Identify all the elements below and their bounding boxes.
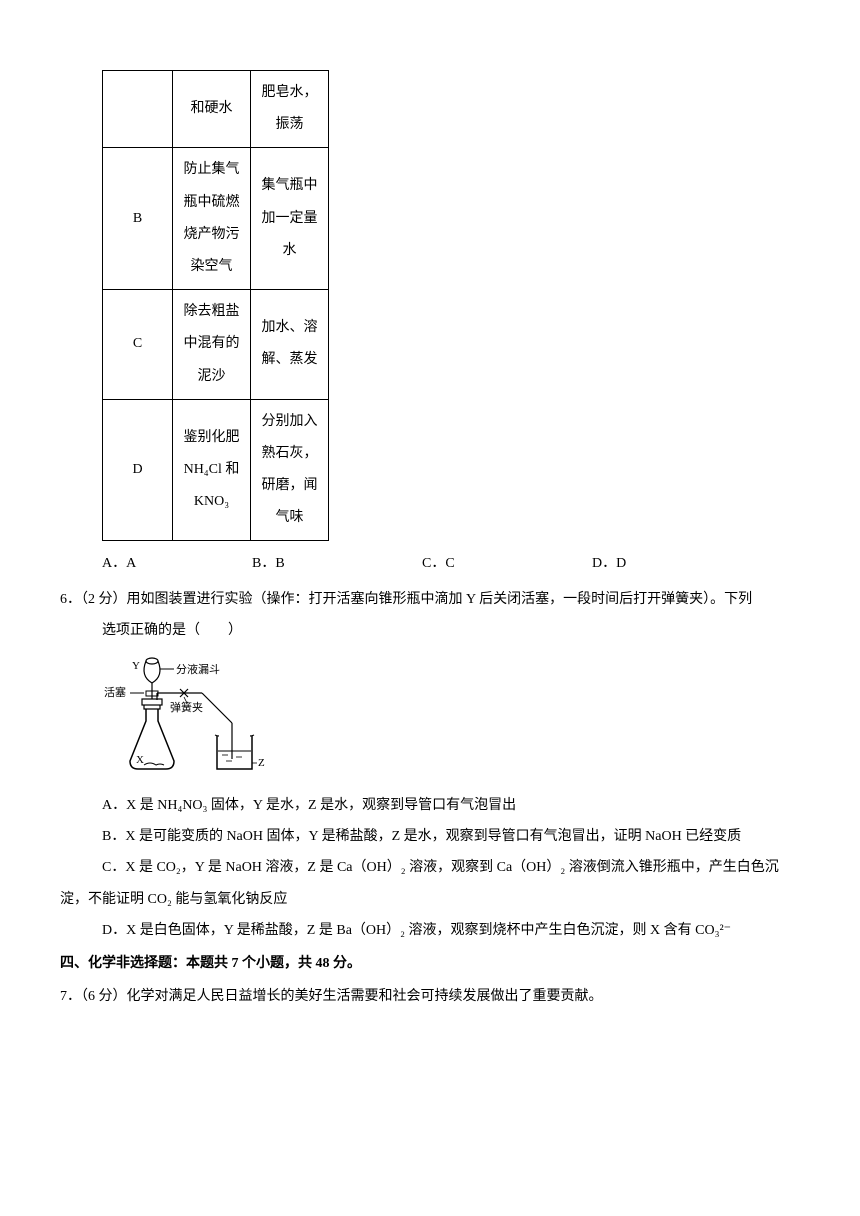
experiment-table: 和硬水 肥皂水，振荡 B 防止集气瓶中硫燃烧产物污染空气 集气瓶中加一定量水 C… xyxy=(102,70,329,541)
cell-purpose: 和硬水 xyxy=(173,71,251,148)
table-row: 和硬水 肥皂水，振荡 xyxy=(103,71,329,148)
label-stopcock: 活塞 xyxy=(104,685,126,699)
option-c: C．C xyxy=(422,551,592,576)
q7-stem: 7．（6 分）化学对满足人民日益增长的美好生活需要和社会可持续发展做出了重要贡献… xyxy=(60,984,800,1009)
cell-label: C xyxy=(103,290,173,400)
cell-label: D xyxy=(103,399,173,541)
section-4-header: 四、化学非选择题：本题共 7 个小题，共 48 分。 xyxy=(60,951,800,976)
label-x: X xyxy=(136,754,144,766)
q6-option-d: D．X 是白色固体，Y 是稀盐酸，Z 是 Ba（OH）₂ 溶液，观察到烧杯中产生… xyxy=(102,918,800,943)
cell-method: 分别加入熟石灰，研磨，闻气味 xyxy=(251,399,329,541)
cell-purpose: 防止集气瓶中硫燃烧产物污染空气 xyxy=(173,148,251,290)
table-row: D 鉴别化肥 NH₄Cl 和 KNO₃ 分别加入熟石灰，研磨，闻气味 xyxy=(103,399,329,541)
cell-purpose: 鉴别化肥 NH₄Cl 和 KNO₃ xyxy=(173,399,251,541)
cell-label xyxy=(103,71,173,148)
cell-method: 加水、溶解、蒸发 xyxy=(251,290,329,400)
q6-option-c-line1: C．X 是 CO₂，Y 是 NaOH 溶液，Z 是 Ca（OH）₂ 溶液，观察到… xyxy=(102,855,800,880)
q6-option-a: A．X 是 NH₄NO₃ 固体，Y 是水，Z 是水，观察到导管口有气泡冒出 xyxy=(102,793,800,818)
table-row: B 防止集气瓶中硫燃烧产物污染空气 集气瓶中加一定量水 xyxy=(103,148,329,290)
option-a: A．A xyxy=(102,551,252,576)
cell-purpose: 除去粗盐中混有的泥沙 xyxy=(173,290,251,400)
label-funnel: 分液漏斗 xyxy=(176,662,220,676)
option-d: D．D xyxy=(592,551,626,576)
q6-option-b: B．X 是可能变质的 NaOH 固体，Y 是稀盐酸，Z 是水，观察到导管口有气泡… xyxy=(102,824,800,849)
label-y: Y xyxy=(132,660,140,672)
cell-method: 肥皂水，振荡 xyxy=(251,71,329,148)
q6-stem: 6．（2 分）用如图装置进行实验（操作：打开活塞向锥形瓶中滴加 Y 后关闭活塞，… xyxy=(60,587,800,612)
cell-method: 集气瓶中加一定量水 xyxy=(251,148,329,290)
q6-stem-cont: 选项正确的是（ ） xyxy=(102,618,800,643)
label-z: Z xyxy=(258,757,265,769)
option-b: B．B xyxy=(252,551,422,576)
q6-option-c-line2: 淀，不能证明 CO₂ 能与氢氧化钠反应 xyxy=(60,887,800,912)
apparatus-diagram: Y 分液漏斗 活塞 X 弹簧夹 Z xyxy=(102,651,292,781)
table-row: C 除去粗盐中混有的泥沙 加水、溶解、蒸发 xyxy=(103,290,329,400)
q5-options: A．A B．B C．C D．D xyxy=(102,551,800,576)
cell-label: B xyxy=(103,148,173,290)
